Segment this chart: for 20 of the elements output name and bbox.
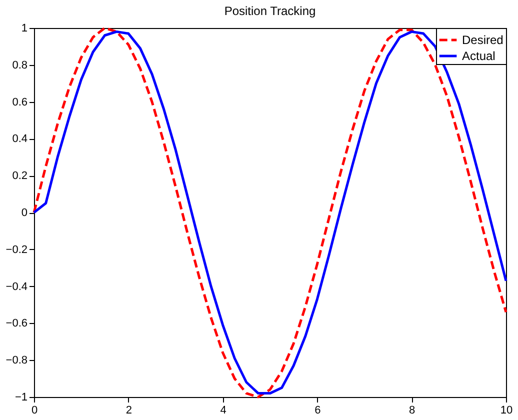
y-tick-label: −0.4 xyxy=(6,280,28,293)
y-tick-label: 0 xyxy=(21,207,28,219)
y-tick-label: −1 xyxy=(14,392,28,404)
y-tick-label: 0.8 xyxy=(12,59,28,72)
y-tick-label: 0.6 xyxy=(12,96,28,108)
legend-label: Desired xyxy=(462,33,504,47)
x-tick-label: 6 xyxy=(314,404,321,416)
chart-title: Position Tracking xyxy=(224,4,316,18)
x-tick-label: 8 xyxy=(409,404,416,416)
y-tick-label: 0.4 xyxy=(12,133,28,146)
y-tick-label: −0.8 xyxy=(6,354,28,367)
x-tick-label: 2 xyxy=(126,404,132,416)
x-tick-label: 0 xyxy=(31,404,38,416)
y-tick-label: −0.6 xyxy=(6,318,28,330)
legend-label: Actual xyxy=(462,49,496,63)
x-tick-label: 4 xyxy=(220,404,226,416)
y-tick-label: 1 xyxy=(21,22,28,34)
y-tick-label: −0.2 xyxy=(6,244,28,256)
y-tick-label: 0.2 xyxy=(12,170,28,182)
x-tick-label: 10 xyxy=(500,404,513,416)
